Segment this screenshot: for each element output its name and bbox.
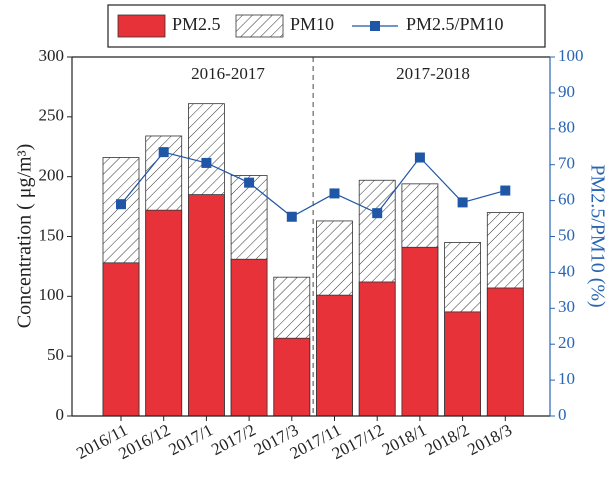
- annotation: 2016-2017: [191, 64, 265, 83]
- x-tick-label: 2018/3: [464, 420, 515, 459]
- marker: [500, 185, 511, 196]
- x-tick-label: 2018/1: [379, 420, 430, 459]
- y2-tick-label: 50: [558, 225, 575, 244]
- bar: [444, 311, 482, 417]
- x-tick-label: 2018/2: [422, 420, 473, 459]
- bar: [358, 281, 396, 417]
- y2-tick-label: 10: [558, 369, 575, 388]
- y-tick-label: 200: [39, 166, 65, 185]
- legend-marker: [370, 21, 380, 31]
- y2-tick-label: 100: [558, 46, 584, 65]
- marker: [244, 177, 255, 188]
- marker: [201, 157, 212, 168]
- marker: [286, 211, 297, 222]
- y2-tick-label: 20: [558, 333, 575, 352]
- legend-box: [107, 4, 546, 48]
- bar: [316, 294, 353, 417]
- x-tick-label: 2017/2: [208, 420, 259, 459]
- legend-label: PM2.5: [172, 14, 221, 34]
- bar: [187, 194, 225, 417]
- y2-tick-label: 30: [558, 297, 575, 316]
- y-tick-label: 150: [39, 225, 65, 244]
- legend-label: PM10: [290, 14, 334, 34]
- y2-tick-label: 70: [558, 154, 575, 173]
- marker: [116, 199, 126, 210]
- y2-tick-label: 0: [558, 405, 567, 424]
- y2-axis-label: PM2.5/PM10 (%): [586, 164, 608, 307]
- y2-tick-label: 90: [558, 82, 575, 101]
- y2-tick-label: 80: [558, 118, 575, 137]
- bar: [230, 258, 268, 417]
- bar: [401, 246, 439, 417]
- y2-tick-label: 40: [558, 261, 575, 280]
- legend-swatch: [117, 14, 166, 38]
- marker: [414, 152, 425, 163]
- line: [120, 151, 506, 218]
- bar: [273, 337, 311, 417]
- y-tick-label: 100: [39, 285, 65, 304]
- marker: [372, 208, 383, 219]
- bar: [102, 262, 140, 417]
- bar: [145, 209, 183, 417]
- marker: [158, 147, 169, 158]
- legend-label: PM2.5/PM10: [406, 14, 504, 34]
- y-tick-label: 0: [56, 405, 65, 424]
- y-tick-label: 300: [39, 46, 65, 65]
- y2-tick-label: 60: [558, 190, 575, 209]
- legend-swatch: [235, 14, 284, 38]
- y-axis-label: Concentration ( μg/m³): [14, 144, 36, 328]
- x-tick-label: 2017/1: [165, 420, 216, 459]
- marker: [457, 197, 468, 208]
- annotation: 2017-2018: [396, 64, 470, 83]
- marker: [329, 188, 340, 199]
- y-tick-label: 50: [47, 345, 64, 364]
- y-tick-label: 250: [39, 106, 65, 125]
- bar: [486, 287, 524, 417]
